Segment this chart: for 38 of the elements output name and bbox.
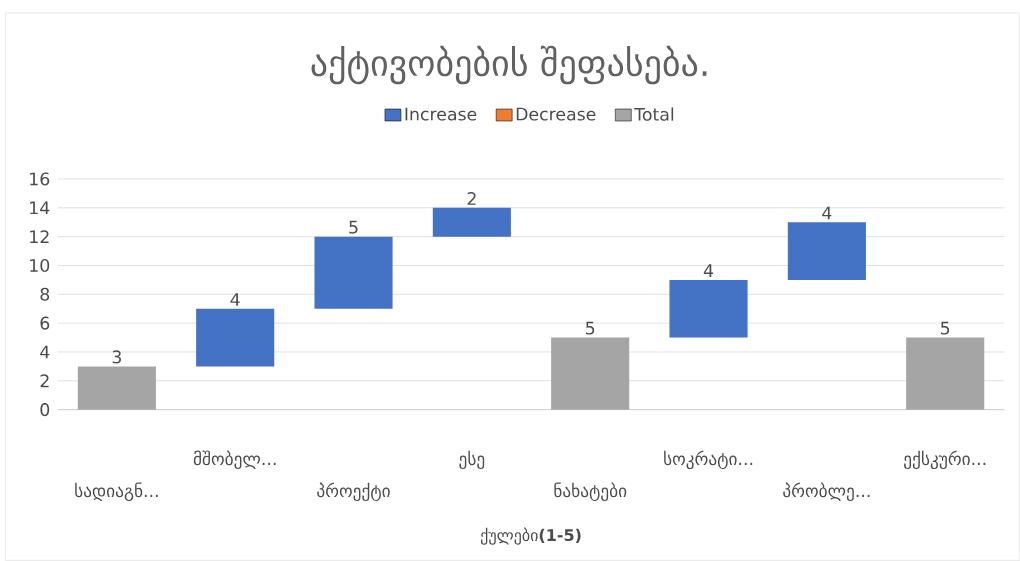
y-tick-label: 12 xyxy=(30,230,49,244)
x-tick-label: პროექტი xyxy=(317,482,390,502)
bar xyxy=(551,337,630,410)
bar xyxy=(906,337,985,410)
legend-label: Total xyxy=(634,107,674,121)
y-tick-label: 2 xyxy=(40,374,49,388)
y-tick-label: 8 xyxy=(40,287,50,301)
x-tick-label: ნახატები xyxy=(554,482,627,502)
bar xyxy=(669,279,748,338)
bar xyxy=(314,236,393,309)
y-tick-label: 16 xyxy=(30,172,50,186)
chart-title: აქტივობების შეფასება. xyxy=(311,45,707,85)
data-label: 2 xyxy=(467,192,476,205)
data-label: 3 xyxy=(112,350,121,364)
y-tick-label: 4 xyxy=(40,345,50,359)
data-label: 4 xyxy=(703,264,714,277)
x-tick-label: პრობლე... xyxy=(783,482,870,502)
x-tick-label: სოკრატი... xyxy=(664,450,753,470)
x-tick-label: ესე xyxy=(459,450,485,470)
bar xyxy=(432,207,511,237)
x-tick-label: სადიაგნ... xyxy=(75,482,158,502)
data-label: 4 xyxy=(230,293,240,306)
legend-label: Decrease xyxy=(516,107,596,121)
legend-label: Increase xyxy=(405,107,477,121)
x-tick-label: ექსკური... xyxy=(904,450,986,470)
y-tick-label: 10 xyxy=(30,258,50,273)
data-label: 4 xyxy=(822,206,832,220)
x-axis-title: ქულები(1-5) xyxy=(480,527,581,545)
data-label: 5 xyxy=(349,220,358,234)
data-label: 5 xyxy=(586,321,595,335)
bar xyxy=(77,366,156,410)
x-tick-label: მშობელ... xyxy=(193,450,276,470)
data-label: 5 xyxy=(941,321,950,335)
y-tick-label: 0 xyxy=(40,403,50,417)
y-tick-label: 6 xyxy=(40,316,50,330)
bar xyxy=(196,308,275,367)
bar xyxy=(787,222,866,280)
y-tick-label: 14 xyxy=(30,201,50,215)
